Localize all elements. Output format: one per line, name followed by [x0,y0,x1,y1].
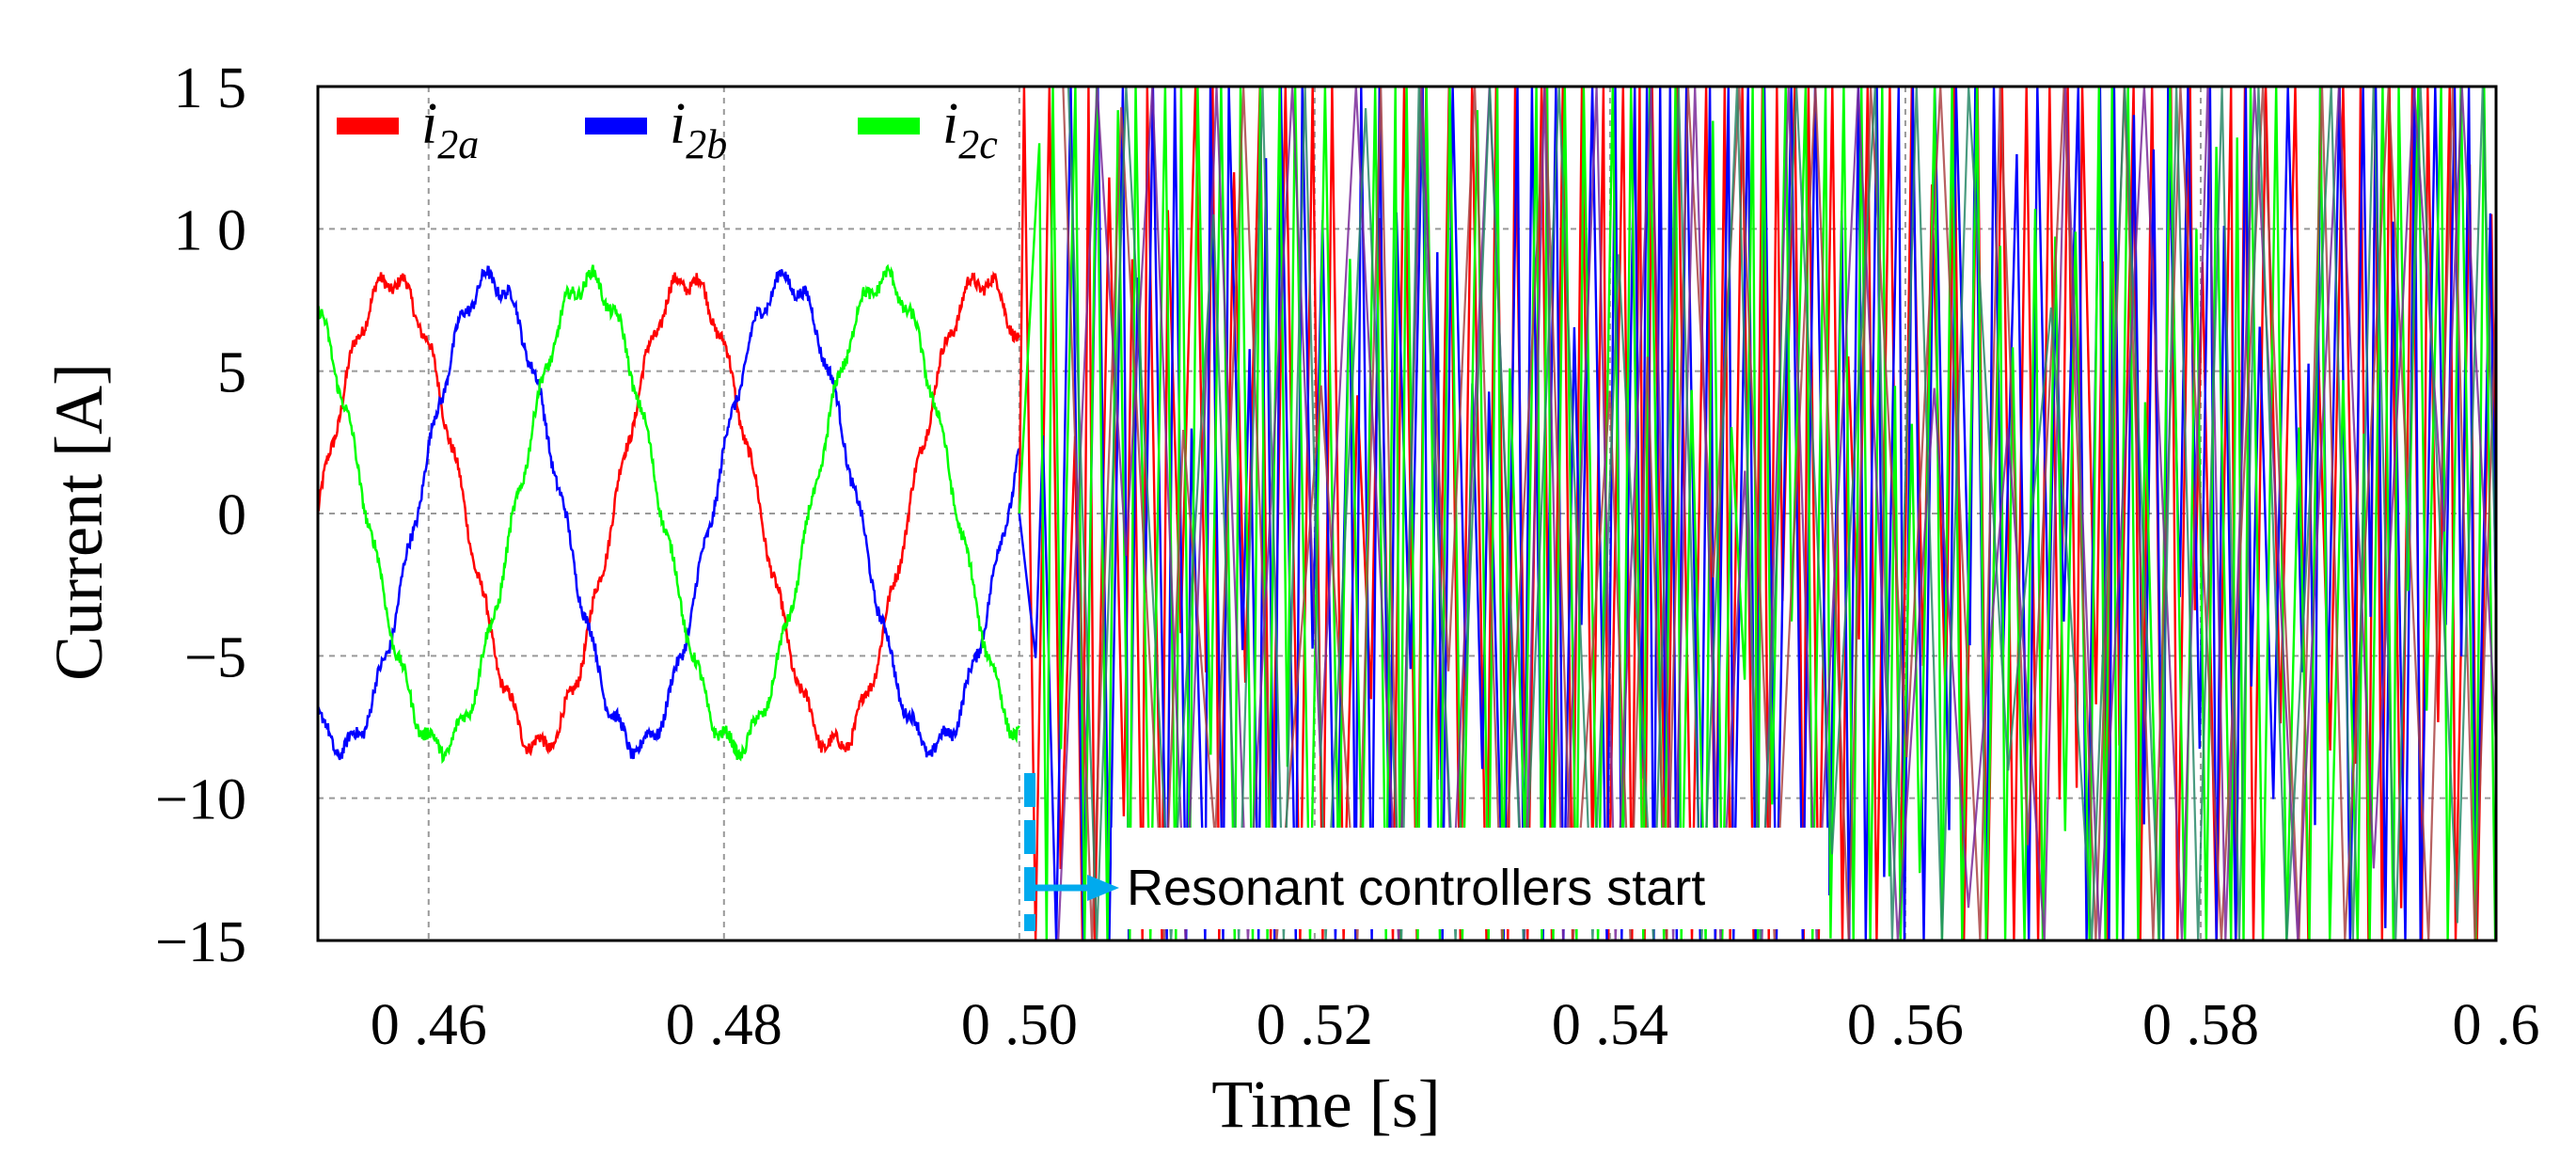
x-tick-labels: 0 .46 0 .48 0 .50 0 .52 0 .54 0 .56 0 .58 0 .6 [371,993,2540,1057]
series-line-i2b [318,265,1020,761]
y-tick-labels: 1 51 050−5−10−15 [155,56,246,974]
series-line-mixed [1032,87,2496,941]
legend-swatch-2a [337,118,399,134]
x-tick-label: 0 .6 [2453,993,2540,1057]
x-tick-label: 0 .58 [2142,993,2259,1057]
legend-swatch-2b [585,118,647,134]
annotation-resonant-controllers: Resonant controllers start [1024,773,1828,931]
legend-label-2c: i2c [942,92,998,167]
y-tick-label: 1 0 [174,198,247,262]
annotation-background [1112,828,1828,929]
y-tick-label: 5 [217,341,246,405]
x-tick-label: 0 .46 [371,993,487,1057]
series-line-mixed [1029,87,2496,941]
y-tick-label: −15 [155,910,246,974]
x-axis-label: Time [s] [1211,1067,1440,1142]
x-tick-label: 0 .48 [666,993,782,1057]
x-tick-label: 0 .50 [961,993,1078,1057]
x-tick-label: 0 .52 [1256,993,1373,1057]
series-line-i2a [318,270,1020,757]
annotation-text: Resonant controllers start [1127,860,1705,916]
x-tick-label: 0 .56 [1847,993,1964,1057]
series-line-i2c [318,263,1020,765]
legend-label-2a: i2a [421,92,479,167]
y-tick-label: 1 5 [174,56,247,120]
y-axis-label: Current [A] [41,363,117,681]
x-tick-label: 0 .54 [1552,993,1668,1057]
plot-frame [316,85,2498,942]
y-tick-label: −5 [184,625,246,689]
legend: i2a i2b i2c [337,92,998,167]
y-tick-label: 0 [217,483,246,547]
legend-label-2b: i2b [670,92,727,167]
y-tick-label: −10 [155,768,246,832]
annotation-arrow-head [1087,875,1119,901]
legend-swatch-2c [858,118,920,134]
